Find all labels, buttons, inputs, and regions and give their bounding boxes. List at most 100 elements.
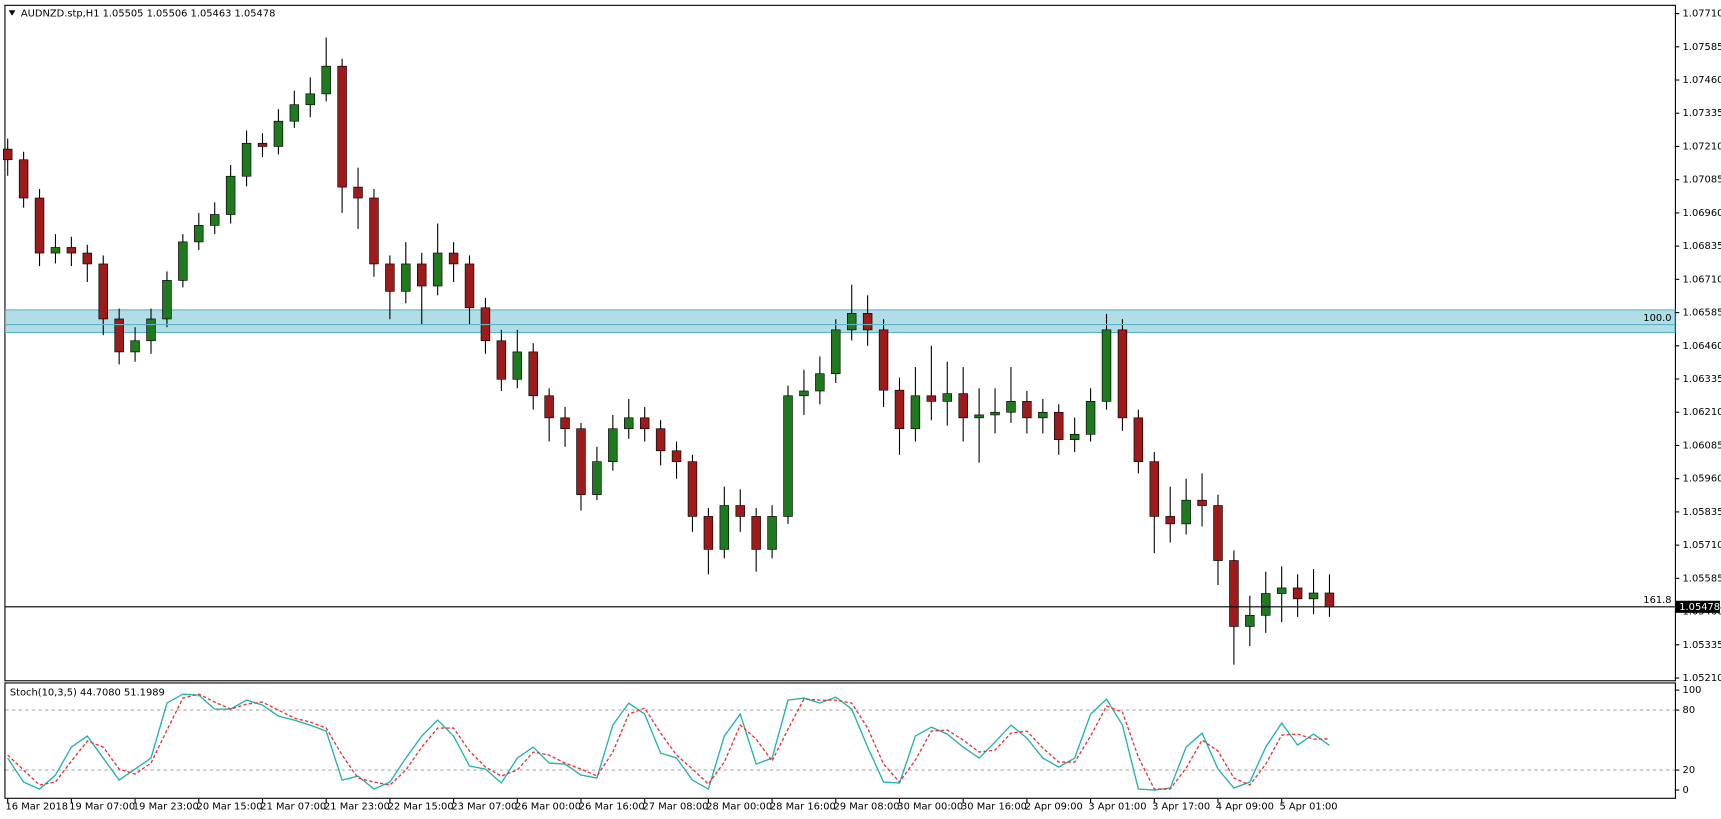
candle-body <box>910 395 921 430</box>
y-tick-label: 1.06960 <box>1683 208 1721 219</box>
y-tick-label: 1.05710 <box>1683 540 1721 551</box>
candle-body <box>894 389 905 430</box>
y-tick-label: 0 <box>1683 785 1689 796</box>
x-tick-label: 19 Mar 23:00 <box>133 802 199 813</box>
candle-body <box>241 142 252 177</box>
y-tick-label: 1.05585 <box>1683 573 1721 584</box>
y-tick-label: 1.05210 <box>1683 673 1721 684</box>
candle-body <box>878 329 889 391</box>
stoch-main-line <box>7 693 1330 791</box>
candle-body <box>719 505 730 550</box>
y-tick-label: 1.06335 <box>1683 374 1721 385</box>
x-tick-label: 22 Mar 15:00 <box>388 802 454 813</box>
y-tick-label: 1.06710 <box>1683 274 1721 285</box>
candle-body <box>114 318 124 353</box>
candle-body <box>66 247 77 254</box>
x-tick-label: 19 Mar 07:00 <box>69 802 135 813</box>
candle-body <box>958 393 968 419</box>
candle-body <box>305 93 315 106</box>
x-tick-label: 30 Mar 16:00 <box>961 802 1027 813</box>
candle-body <box>1245 614 1255 627</box>
candle-body <box>1197 499 1207 506</box>
y-tick-label: 1.05835 <box>1683 507 1721 518</box>
candle-body <box>146 318 156 342</box>
x-tick-label: 5 Apr 01:00 <box>1279 802 1337 813</box>
y-tick-label: 1.07585 <box>1683 42 1721 53</box>
candle-body <box>751 516 761 550</box>
x-tick-label: 26 Mar 00:00 <box>515 802 581 813</box>
candle-body <box>1229 560 1239 627</box>
candle-body <box>82 252 93 265</box>
candle-body <box>1133 417 1144 463</box>
x-tick-label: 26 Mar 16:00 <box>579 802 645 813</box>
candle-body <box>162 280 172 320</box>
y-tick-label: 100 <box>1683 685 1702 696</box>
candle-body <box>257 142 268 147</box>
x-tick-label: 28 Mar 00:00 <box>706 802 772 813</box>
candle-body <box>321 65 331 95</box>
stoch-header: Stoch(10,3,5) 44.7080 51.1989 <box>10 687 165 698</box>
candle-body <box>1038 411 1048 419</box>
stoch-signal-line <box>7 693 1330 790</box>
sr-zone <box>4 309 1676 334</box>
candle-body <box>831 329 841 375</box>
candle-body <box>846 313 857 331</box>
y-tick-label: 1.06210 <box>1683 407 1721 418</box>
x-tick-label: 29 Mar 08:00 <box>834 802 900 813</box>
candle-body <box>974 414 984 419</box>
candle-body <box>464 263 475 309</box>
menu-arrow[interactable] <box>8 10 16 16</box>
candle-body <box>130 340 140 353</box>
candle-body <box>512 351 523 380</box>
candle-body <box>1149 461 1160 517</box>
y-tick-label: 1.06835 <box>1683 241 1721 252</box>
candle-body <box>862 313 873 331</box>
y-tick-label: 1.06085 <box>1683 440 1721 451</box>
candle-body <box>34 197 45 254</box>
x-tick-label: 23 Mar 07:00 <box>451 802 517 813</box>
x-tick-label: 30 Mar 00:00 <box>897 802 963 813</box>
candle-body <box>496 340 507 380</box>
candle-body <box>369 197 379 265</box>
candle-body <box>432 252 443 287</box>
candle-body <box>1054 411 1064 440</box>
y-tick-label: 1.06585 <box>1683 308 1721 319</box>
candle-body <box>1101 329 1112 402</box>
candle-body <box>289 104 300 122</box>
candle-body <box>608 428 618 463</box>
candle-body <box>1006 401 1016 413</box>
candle-body <box>178 241 188 281</box>
candle-body <box>1117 329 1128 419</box>
candle-body <box>544 395 554 419</box>
candle-body <box>1181 499 1191 525</box>
y-tick-label: 20 <box>1683 765 1696 776</box>
candle-body <box>735 505 745 517</box>
candle-body <box>1276 587 1287 594</box>
y-tick-label: 1.06460 <box>1683 341 1721 352</box>
symbol-header: AUDNZD.stp,H1 1.05505 1.05506 1.05463 1.… <box>21 9 276 20</box>
y-tick-label: 1.07085 <box>1683 175 1721 186</box>
y-tick-label: 1.07460 <box>1683 75 1721 86</box>
candle-body <box>385 263 395 292</box>
candle-body <box>926 395 937 402</box>
y-tick-label: 1.07710 <box>1683 9 1721 20</box>
x-tick-label: 4 Apr 09:00 <box>1216 802 1274 813</box>
x-tick-label: 28 Mar 16:00 <box>770 802 836 813</box>
candle-body <box>1165 516 1175 525</box>
x-tick-label: 21 Mar 23:00 <box>324 802 390 813</box>
candle-body <box>687 461 698 517</box>
x-tick-label: 16 Mar 2018 <box>5 802 68 813</box>
candle-body <box>194 225 204 243</box>
candle-body <box>703 516 714 550</box>
last-price-box <box>1675 600 1720 613</box>
candle-body <box>1324 592 1335 608</box>
candle-body <box>942 393 952 402</box>
candle-body <box>353 186 363 199</box>
candle-body <box>98 263 108 320</box>
candle-body <box>1213 505 1223 561</box>
candle-body <box>576 428 586 495</box>
candle-body <box>560 417 570 430</box>
candle-body <box>1085 401 1096 435</box>
candle-body <box>592 461 602 495</box>
candle-body <box>2 148 13 161</box>
